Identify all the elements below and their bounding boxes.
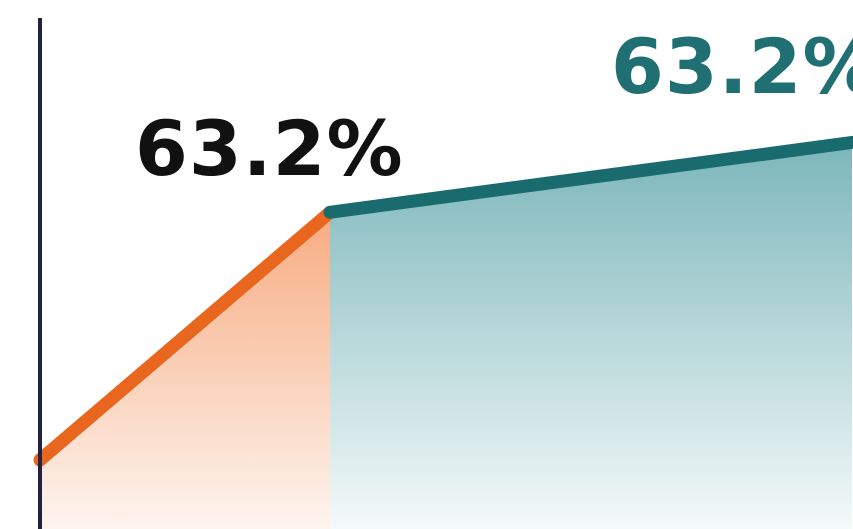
series-2-area (330, 142, 852, 529)
series-2-line (323, 135, 853, 219)
series-1-line (33, 205, 337, 467)
data-label-2: 63.2% (611, 22, 853, 111)
series-1-area (40, 212, 330, 529)
data-label-1: 63.2% (135, 104, 404, 193)
